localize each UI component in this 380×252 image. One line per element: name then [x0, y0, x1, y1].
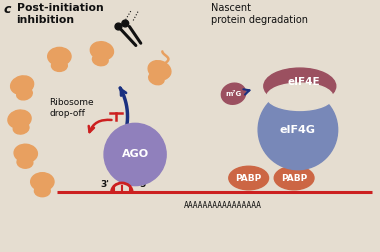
Ellipse shape — [17, 157, 33, 168]
Text: PABP: PABP — [281, 174, 307, 182]
Circle shape — [115, 23, 122, 30]
Ellipse shape — [14, 144, 37, 162]
Ellipse shape — [48, 47, 71, 66]
Text: AAAAAAAAAAAAAAAA: AAAAAAAAAAAAAAAA — [184, 201, 262, 210]
Ellipse shape — [13, 122, 29, 134]
Text: 5': 5' — [139, 180, 148, 189]
Ellipse shape — [267, 83, 333, 110]
Ellipse shape — [17, 88, 32, 100]
Text: AGO: AGO — [122, 149, 149, 160]
Text: 3': 3' — [100, 180, 109, 189]
Text: c: c — [4, 3, 11, 16]
Ellipse shape — [51, 60, 67, 71]
Ellipse shape — [148, 61, 171, 79]
Ellipse shape — [222, 83, 246, 104]
Ellipse shape — [90, 42, 114, 60]
Text: Nascent
protein degradation: Nascent protein degradation — [211, 3, 308, 25]
Ellipse shape — [35, 185, 50, 197]
Ellipse shape — [274, 166, 314, 190]
Circle shape — [104, 123, 166, 186]
Text: Ribosome
drop-off: Ribosome drop-off — [49, 98, 94, 118]
Ellipse shape — [8, 110, 31, 128]
Circle shape — [122, 20, 129, 27]
Ellipse shape — [92, 54, 108, 66]
Ellipse shape — [264, 68, 336, 104]
Ellipse shape — [31, 173, 54, 191]
Circle shape — [258, 90, 338, 170]
Ellipse shape — [229, 166, 269, 190]
Text: m⁷G: m⁷G — [225, 91, 242, 97]
Ellipse shape — [149, 73, 164, 85]
Ellipse shape — [11, 76, 33, 94]
Text: Post-initiation
inhibition: Post-initiation inhibition — [17, 3, 103, 25]
Text: eIF4E: eIF4E — [287, 77, 320, 87]
Text: eIF4G: eIF4G — [280, 125, 316, 135]
Text: PABP: PABP — [236, 174, 262, 182]
